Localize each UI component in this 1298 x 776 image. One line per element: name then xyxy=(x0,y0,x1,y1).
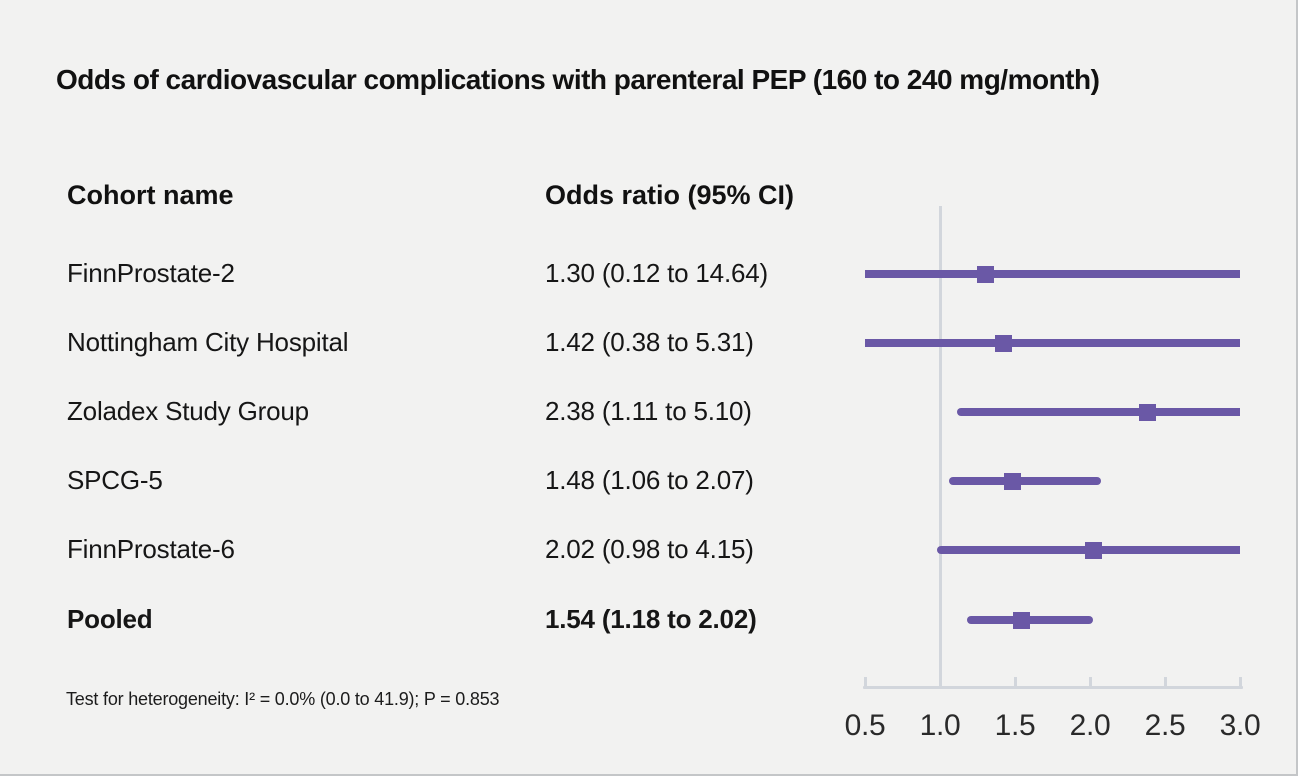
odds-ratio-value: 2.38 (1.11 to 5.10) xyxy=(545,396,752,426)
axis-tick xyxy=(1238,677,1242,686)
odds-ratio-marker xyxy=(1138,403,1156,421)
odds-ratio-value: 1.48 (1.06 to 2.07) xyxy=(545,465,754,495)
axis-tick-label: 1.5 xyxy=(994,709,1036,742)
odds-ratio-marker xyxy=(976,265,994,283)
axis-tick-label: 2.0 xyxy=(1069,709,1111,742)
reference-line-1 xyxy=(938,206,942,689)
odds-ratio-marker xyxy=(994,334,1012,352)
confidence-interval-line xyxy=(949,477,1101,485)
odds-ratio-marker xyxy=(1003,472,1021,490)
cohort-name: Nottingham City Hospital xyxy=(67,327,349,357)
odds-ratio-value: 1.30 (0.12 to 14.64) xyxy=(545,258,768,288)
axis-tick-label: 0.5 xyxy=(844,709,886,742)
heterogeneity-footnote: Test for heterogeneity: I² = 0.0% (0.0 t… xyxy=(66,689,500,709)
axis-tick xyxy=(938,677,942,686)
confidence-interval-line xyxy=(865,339,1240,347)
odds-ratio-column-header: Odds ratio (95% CI) xyxy=(545,180,795,210)
axis-tick-label: 3.0 xyxy=(1219,709,1261,742)
cohort-name: Pooled xyxy=(67,604,153,634)
axis-tick-label: 1.0 xyxy=(919,709,961,742)
axis-tick xyxy=(863,677,867,686)
x-axis-line xyxy=(863,686,1243,689)
cohort-name: FinnProstate-6 xyxy=(67,534,235,564)
odds-ratio-value: 1.42 (0.38 to 5.31) xyxy=(545,327,754,357)
odds-ratio-value: 1.54 (1.18 to 2.02) xyxy=(545,604,757,634)
cohort-name: Zoladex Study Group xyxy=(67,396,309,426)
axis-tick-label: 2.5 xyxy=(1144,709,1186,742)
confidence-interval-line xyxy=(956,408,1240,416)
cohort-name: SPCG-5 xyxy=(67,465,163,495)
odds-ratio-marker xyxy=(1012,611,1030,629)
confidence-interval-line xyxy=(865,270,1240,278)
axis-tick xyxy=(1013,677,1017,686)
cohort-name: FinnProstate-2 xyxy=(67,258,235,288)
chart-title: Odds of cardiovascular complications wit… xyxy=(56,64,1100,95)
odds-ratio-value: 2.02 (0.98 to 4.15) xyxy=(545,534,754,564)
axis-tick xyxy=(1088,677,1092,686)
confidence-interval-line xyxy=(967,616,1093,624)
axis-tick xyxy=(1163,677,1167,686)
odds-ratio-marker xyxy=(1084,541,1102,559)
cohort-column-header: Cohort name xyxy=(67,180,234,210)
